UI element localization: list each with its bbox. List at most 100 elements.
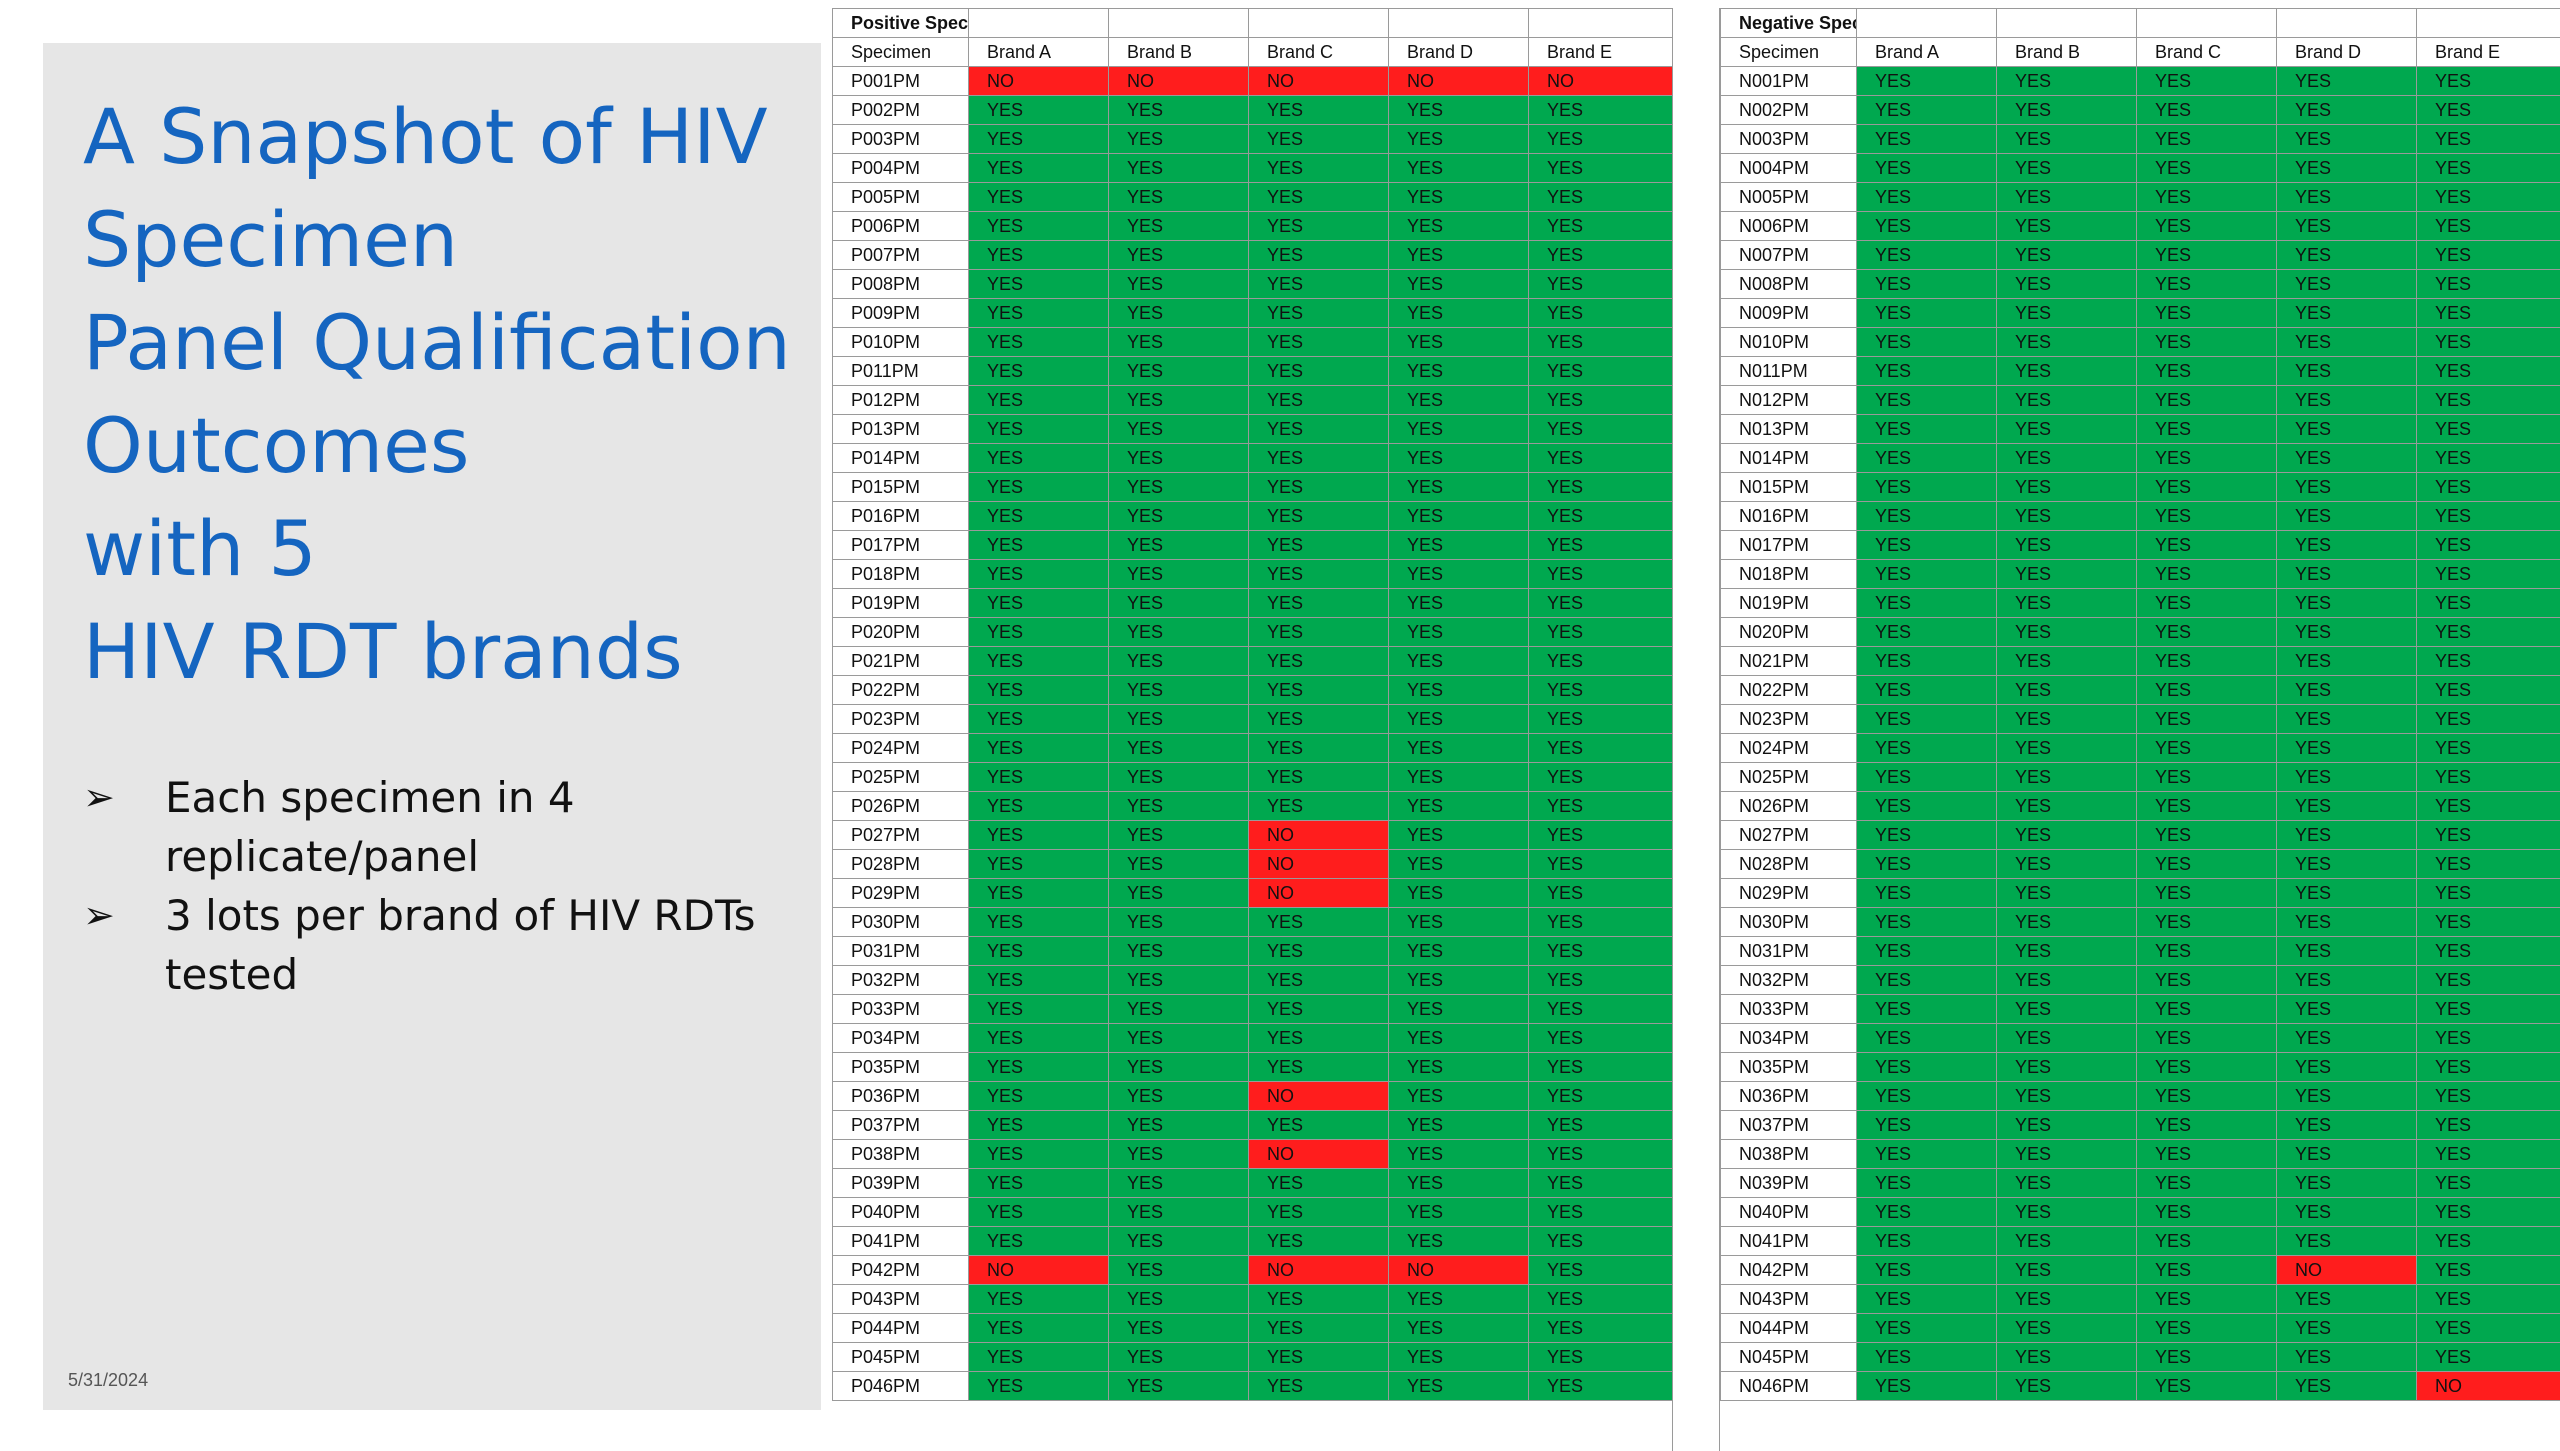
result-cell: YES — [1996, 994, 2137, 1024]
specimen-id-cell: N034PM — [1720, 1023, 1857, 1053]
table-row: N042PM YES YES YES NO YES — [1720, 1255, 2560, 1285]
result-cell: YES — [1856, 878, 1997, 908]
result-cell: YES — [2136, 1371, 2277, 1401]
column-header: Brand C — [1248, 37, 1389, 67]
result-cell: YES — [2416, 965, 2560, 995]
result-cell: YES — [1856, 443, 1997, 473]
result-cell: YES — [1248, 1226, 1389, 1256]
table-row: P035PM YES YES YES YES YES — [832, 1052, 1673, 1082]
result-cell: YES — [1856, 907, 1997, 937]
result-cell: YES — [2136, 530, 2277, 560]
result-cell: NO — [968, 1255, 1109, 1285]
table-row: N045PM YES YES YES YES YES — [1720, 1342, 2560, 1372]
arrow-bullet-icon: ➢ — [83, 775, 115, 819]
result-cell: YES — [1388, 211, 1529, 241]
result-cell: YES — [2416, 1168, 2560, 1198]
result-cell: YES — [2416, 559, 2560, 589]
result-cell: YES — [1856, 240, 1997, 270]
result-cell: YES — [2416, 704, 2560, 734]
result-cell: YES — [968, 936, 1109, 966]
result-cell: NO — [1248, 1081, 1389, 1111]
result-cell: YES — [2416, 530, 2560, 560]
result-cell: YES — [2276, 1023, 2417, 1053]
result-cell: YES — [968, 269, 1109, 299]
table-row: P004PM YES YES YES YES YES — [832, 153, 1673, 183]
result-cell: YES — [1108, 646, 1249, 676]
result-cell: YES — [2276, 1342, 2417, 1372]
result-cell: YES — [1388, 1197, 1529, 1227]
table-row: P027PM YES YES NO YES YES — [832, 820, 1673, 850]
table-row: N007PM YES YES YES YES YES — [1720, 240, 2560, 270]
result-cell: YES — [1108, 1081, 1249, 1111]
table-row: P029PM YES YES NO YES YES — [832, 878, 1673, 908]
table-row: N009PM YES YES YES YES YES — [1720, 298, 2560, 328]
result-cell: YES — [2276, 878, 2417, 908]
result-cell: YES — [1108, 443, 1249, 473]
table-row: N037PM YES YES YES YES YES — [1720, 1110, 2560, 1140]
table-row: P021PM YES YES YES YES YES — [832, 646, 1673, 676]
specimen-id-cell: P022PM — [832, 675, 969, 705]
result-cell: YES — [1528, 211, 1673, 241]
table-row: N012PM YES YES YES YES YES — [1720, 385, 2560, 415]
table-row: N008PM YES YES YES YES YES — [1720, 269, 2560, 299]
result-cell: YES — [2276, 733, 2417, 763]
specimen-id-cell: N027PM — [1720, 820, 1857, 850]
table-row: P043PM YES YES YES YES YES — [832, 1284, 1673, 1314]
result-cell: YES — [1856, 211, 1997, 241]
result-cell: YES — [1528, 153, 1673, 183]
specimen-id-cell: N033PM — [1720, 994, 1857, 1024]
result-cell: YES — [1108, 675, 1249, 705]
specimen-id-cell: N016PM — [1720, 501, 1857, 531]
result-cell: YES — [1388, 907, 1529, 937]
result-cell: YES — [1108, 1342, 1249, 1372]
result-cell: YES — [2416, 182, 2560, 212]
table-title-row: Negative Specimens — [1720, 8, 2560, 38]
specimen-id-cell: P025PM — [832, 762, 969, 792]
result-cell: YES — [1856, 1284, 1997, 1314]
result-cell: YES — [1856, 501, 1997, 531]
result-cell: YES — [1528, 936, 1673, 966]
result-cell: YES — [2136, 66, 2277, 96]
result-cell: YES — [2276, 1197, 2417, 1227]
result-cell: YES — [968, 907, 1109, 937]
result-cell: YES — [2136, 994, 2277, 1024]
table-row: P044PM YES YES YES YES YES — [832, 1313, 1673, 1343]
result-cell: YES — [1388, 298, 1529, 328]
table-row: N039PM YES YES YES YES YES — [1720, 1168, 2560, 1198]
specimen-id-cell: P039PM — [832, 1168, 969, 1198]
result-cell: YES — [1996, 240, 2137, 270]
result-cell: YES — [1248, 559, 1389, 589]
result-cell: YES — [2416, 298, 2560, 328]
specimen-id-cell: P002PM — [832, 95, 969, 125]
result-cell: YES — [1248, 588, 1389, 618]
result-cell: YES — [1248, 907, 1389, 937]
result-cell: YES — [2276, 501, 2417, 531]
table-row: N020PM YES YES YES YES YES — [1720, 617, 2560, 647]
specimen-id-cell: N023PM — [1720, 704, 1857, 734]
bullet-text: Each specimen in 4 replicate/panel — [165, 773, 575, 881]
column-header: Specimen — [1720, 37, 1857, 67]
result-cell: YES — [2276, 1313, 2417, 1343]
result-cell: YES — [1108, 240, 1249, 270]
column-header-row: Specimen Brand A Brand B Brand C Brand D Bran… — [1720, 37, 2560, 67]
table-row: N033PM YES YES YES YES YES — [1720, 994, 2560, 1024]
specimen-id-cell: P013PM — [832, 414, 969, 444]
specimen-id-cell: P044PM — [832, 1313, 969, 1343]
result-cell: YES — [968, 443, 1109, 473]
specimen-id-cell: P016PM — [832, 501, 969, 531]
result-cell: YES — [2136, 240, 2277, 270]
result-cell: YES — [1388, 414, 1529, 444]
specimen-id-cell: N031PM — [1720, 936, 1857, 966]
specimen-id-cell: P038PM — [832, 1139, 969, 1169]
specimen-id-cell: P042PM — [832, 1255, 969, 1285]
result-cell: YES — [1248, 1023, 1389, 1053]
specimen-id-cell: N006PM — [1720, 211, 1857, 241]
result-cell: YES — [2276, 443, 2417, 473]
result-cell: YES — [1388, 356, 1529, 386]
result-cell: YES — [1856, 1313, 1997, 1343]
result-cell: YES — [1996, 443, 2137, 473]
result-cell: YES — [2276, 472, 2417, 502]
result-cell: YES — [2276, 124, 2417, 154]
result-cell: YES — [1856, 1081, 1997, 1111]
result-cell: YES — [1248, 298, 1389, 328]
